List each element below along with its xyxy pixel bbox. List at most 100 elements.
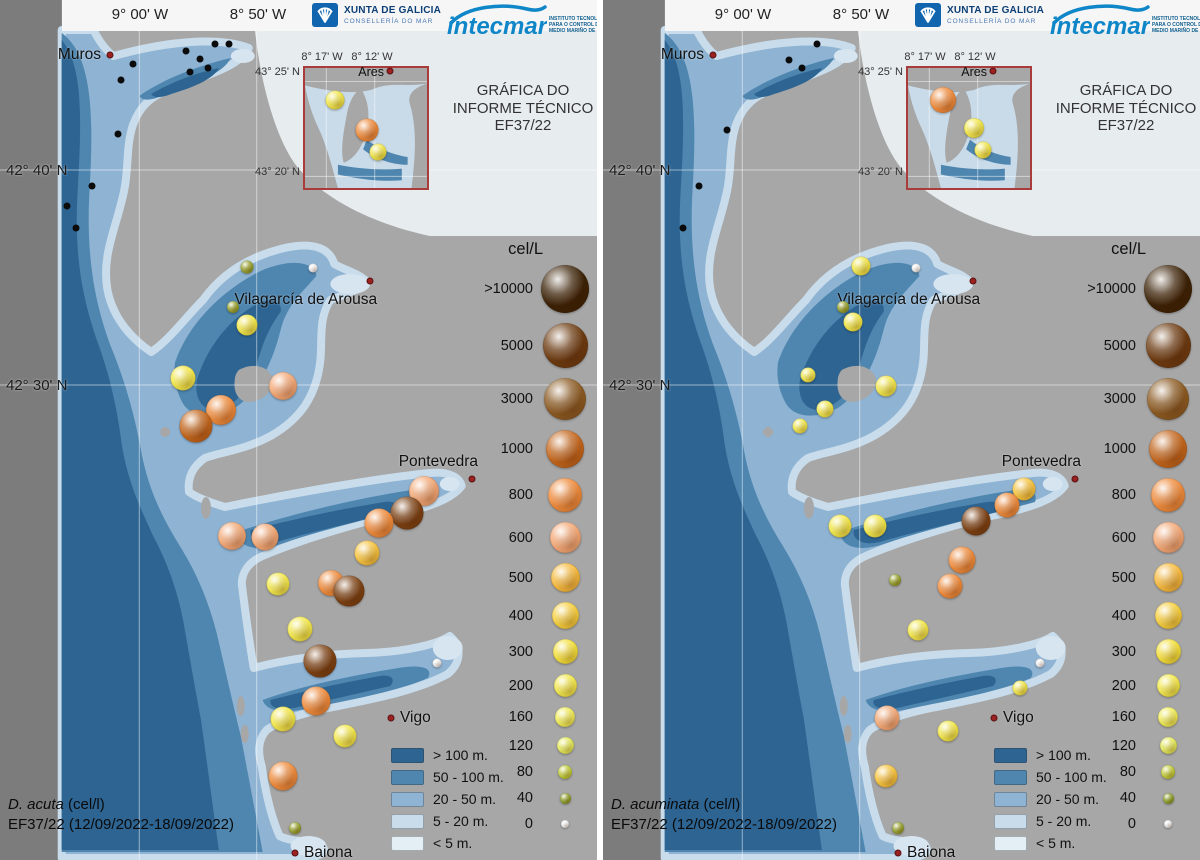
- size-legend-symbol: [541, 522, 589, 553]
- inset-latitude-label: 43° 20' N: [857, 166, 903, 178]
- depth-legend-items: > 100 m. 50 - 100 m. 20 - 50 m. 5 - 20 m. < …: [391, 747, 504, 851]
- report-note-line: GRÁFICA DO: [1079, 82, 1173, 99]
- depth-label: 20 - 50 m.: [1036, 791, 1100, 807]
- intecmar-subtitle-line: INSTITUTO TECNOLÓXICO: [1152, 16, 1200, 22]
- size-legend-symbol: [541, 430, 589, 468]
- data-point: [544, 378, 586, 420]
- inset-coastline: [908, 68, 1030, 188]
- depth-legend-row: > 100 m.: [391, 747, 504, 763]
- size-legend-label: 0: [1127, 816, 1136, 832]
- inset-coastline: [305, 68, 427, 188]
- size-legend-row: 5000: [477, 323, 589, 368]
- species-units: (cel/l): [699, 796, 741, 813]
- size-legend-symbol: [541, 674, 589, 697]
- data-point: [549, 522, 581, 553]
- size-legend-label: 400: [508, 607, 533, 624]
- depth-swatch: [391, 747, 424, 763]
- data-point: [1152, 522, 1184, 553]
- depth-label: 50 - 100 m.: [433, 769, 504, 785]
- city-dot-ares: [386, 67, 394, 75]
- depth-label: < 5 m.: [433, 835, 473, 851]
- size-legend-row: 80: [1080, 764, 1192, 780]
- xunta-text: XUNTA DE GALICIA CONSELLERÍA DO MAR: [947, 5, 1044, 25]
- size-legend-symbol: [1144, 639, 1192, 664]
- size-legend-label: 800: [508, 487, 533, 503]
- depth-swatch: [391, 791, 424, 807]
- intecmar-subtitle: INSTITUTO TECNOLÓXICO PARA O CONTROL DO …: [1152, 16, 1200, 34]
- depth-legend-row: 5 - 20 m.: [994, 813, 1107, 829]
- size-legend-row: 3000: [477, 378, 589, 420]
- inset-longitude-label: 8° 17' W: [904, 51, 946, 63]
- size-legend-symbol: [1144, 602, 1192, 629]
- size-legend-symbol: [541, 323, 589, 368]
- panel-d-acuta: 9° 00' W 8° 50' W XUNTA DE GALICIA CONSE…: [0, 0, 597, 860]
- data-point: [541, 265, 589, 313]
- caption-report-line: EF37/22 (12/09/2022-18/09/2022): [8, 816, 235, 833]
- inset-latitude-label: 43° 25' N: [254, 66, 300, 78]
- size-legend-symbol: [1144, 765, 1192, 779]
- report-note-line: GRÁFICA DO: [476, 82, 570, 99]
- depth-legend-row: 5 - 20 m.: [391, 813, 504, 829]
- xunta-subtitle: CONSELLERÍA DO MAR: [947, 18, 1037, 25]
- xunta-de-galicia-logo: XUNTA DE GALICIA CONSELLERÍA DO MAR: [915, 3, 1044, 27]
- size-legend-row: 120: [1080, 737, 1192, 754]
- size-legend-row: 160: [477, 707, 589, 727]
- size-legend-title: cel/L: [1111, 240, 1146, 258]
- size-legend-symbol: [1144, 563, 1192, 592]
- size-legend-symbol: [541, 737, 589, 754]
- report-note-line: INFORME TÉCNICO: [1055, 99, 1197, 117]
- data-point: [1151, 478, 1185, 512]
- xunta-de-galicia-logo: XUNTA DE GALICIA CONSELLERÍA DO MAR: [312, 3, 441, 27]
- data-point: [1158, 707, 1178, 727]
- intecmar-logo: intecmar INSTITUTO TECNOLÓXICO PARA O CO…: [447, 1, 597, 41]
- depth-legend-row: 50 - 100 m.: [391, 769, 504, 785]
- size-legend-title: cel/L: [508, 240, 543, 258]
- depth-legend-row: 50 - 100 m.: [994, 769, 1107, 785]
- size-legend-label: 40: [1119, 790, 1136, 806]
- depth-label: 20 - 50 m.: [433, 791, 497, 807]
- size-legend-row: 300: [477, 639, 589, 664]
- size-legend-symbol: [1144, 522, 1192, 553]
- xunta-subtitle: CONSELLERÍA DO MAR: [344, 18, 434, 25]
- size-legend-symbol: [541, 563, 589, 592]
- size-legend-row: 3000: [1080, 378, 1192, 420]
- depth-legend-row: < 5 m.: [391, 835, 504, 851]
- xunta-text: XUNTA DE GALICIA CONSELLERÍA DO MAR: [344, 5, 441, 25]
- data-point: [1155, 639, 1181, 664]
- caption-species-line: D. acuminata (cel/l): [611, 795, 837, 815]
- latitude-label: 42° 30' N: [6, 377, 68, 394]
- depth-label: 50 - 100 m.: [1036, 769, 1107, 785]
- size-legend-label: 40: [516, 790, 533, 806]
- intecmar-subtitle-line: MEDIO MARIÑO DE GALICIA: [1152, 28, 1200, 34]
- size-legend-items: >10000 5000 3000 1000 800 600 500 400 300 200 160 1…: [477, 265, 589, 832]
- size-legend-symbol: [541, 792, 589, 804]
- xunta-title: XUNTA DE GALICIA: [947, 5, 1045, 16]
- size-legend-label: 3000: [500, 391, 533, 407]
- inset-longitude-label: 8° 12' W: [351, 51, 393, 63]
- size-legend-row: 600: [1080, 522, 1192, 553]
- size-legend-row: 1000: [477, 430, 589, 468]
- data-point: [553, 674, 577, 697]
- data-point: [551, 602, 579, 629]
- size-legend-row: 160: [1080, 707, 1192, 727]
- size-legend-symbol: [541, 602, 589, 629]
- size-legend-label: 200: [1111, 677, 1136, 694]
- size-legend-row: 120: [477, 737, 589, 754]
- size-legend-symbol: [1144, 323, 1192, 368]
- report-note-line: EF37/22: [494, 117, 552, 134]
- xunta-shell-icon: [915, 3, 941, 27]
- depth-swatch: [391, 769, 424, 785]
- size-legend-symbol: [1144, 478, 1192, 512]
- size-legend-symbol: [1144, 737, 1192, 754]
- size-legend-row: 500: [1080, 563, 1192, 592]
- data-point: [1161, 765, 1175, 779]
- size-legend-label: >10000: [484, 281, 533, 297]
- size-legend-row: 5000: [1080, 323, 1192, 368]
- intecmar-subtitle-line: INSTITUTO TECNOLÓXICO: [549, 16, 597, 22]
- data-point: [1147, 378, 1189, 420]
- size-legend-label: 1000: [1103, 441, 1136, 457]
- city-label-ares: Ares: [358, 65, 384, 79]
- depth-label: < 5 m.: [1036, 835, 1076, 851]
- latitude-label: 42° 30' N: [609, 377, 671, 394]
- latitude-label: 42° 40' N: [6, 162, 68, 179]
